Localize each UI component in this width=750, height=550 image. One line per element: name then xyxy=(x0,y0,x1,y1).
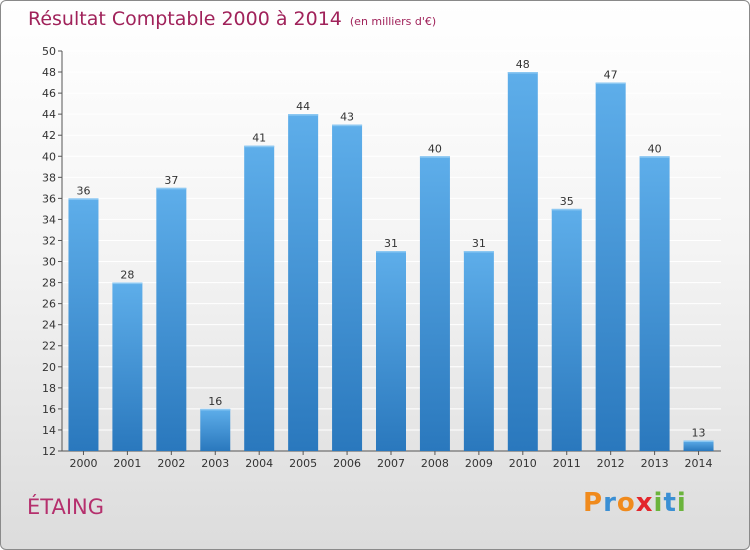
bar-2008 xyxy=(419,156,450,451)
proxiti-logo: Proxiti xyxy=(583,488,687,518)
y-tick-label: 24 xyxy=(42,319,56,332)
bar-highlight xyxy=(332,124,363,127)
bar-highlight xyxy=(683,440,714,442)
x-tick-label: 2012 xyxy=(597,457,625,470)
bar-value-label: 16 xyxy=(208,395,222,408)
x-tick-label: 2000 xyxy=(69,457,97,470)
bar-highlight xyxy=(68,198,99,200)
x-tick-label: 2010 xyxy=(509,457,537,470)
y-tick-label: 46 xyxy=(42,87,56,100)
logo-letter: x xyxy=(635,488,654,518)
bar-highlight xyxy=(419,156,450,158)
bar-value-label: 28 xyxy=(120,269,134,282)
y-tick-label: 26 xyxy=(42,298,56,311)
bar-2005 xyxy=(288,114,319,451)
x-tick-label: 2008 xyxy=(421,457,449,470)
bar-2002 xyxy=(156,187,187,451)
bar-value-label: 48 xyxy=(516,58,530,71)
bar-2004 xyxy=(244,145,275,451)
y-tick-label: 34 xyxy=(42,213,56,226)
bar-2006 xyxy=(332,124,363,452)
bar-highlight xyxy=(156,187,187,190)
city-name: ÉTAING xyxy=(27,495,105,519)
bar-2010 xyxy=(507,72,538,451)
bar-2012 xyxy=(595,82,626,451)
y-tick-label: 12 xyxy=(42,445,56,458)
x-tick-label: 2006 xyxy=(333,457,361,470)
bar-highlight xyxy=(244,145,275,148)
x-tick-label: 2011 xyxy=(553,457,581,470)
bar-highlight xyxy=(112,282,143,285)
y-tick-label: 30 xyxy=(42,256,56,269)
bar-2009 xyxy=(463,251,494,451)
bar-value-label: 40 xyxy=(648,142,662,155)
bar-2014 xyxy=(683,440,714,451)
y-tick-label: 36 xyxy=(42,192,56,205)
x-tick-label: 2013 xyxy=(641,457,669,470)
bar-highlight xyxy=(507,72,538,74)
x-tick-label: 2002 xyxy=(157,457,185,470)
logo-letter: t xyxy=(663,488,677,518)
y-tick-label: 50 xyxy=(42,45,56,58)
logo-letter: i xyxy=(676,488,687,518)
bars xyxy=(68,72,714,452)
chart-unit: (en milliers d'€) xyxy=(349,15,437,28)
y-tick-label: 16 xyxy=(42,403,56,416)
bar-2001 xyxy=(112,282,143,451)
bar-highlight xyxy=(639,156,670,158)
logo-letter: r xyxy=(603,488,617,518)
bar-highlight xyxy=(288,114,319,116)
labels: 36 2000 28 2001 37 2002 16 2003 41 2004 44 2005 43 20… xyxy=(69,58,712,470)
y-tick-label: 20 xyxy=(42,361,56,374)
bar-2007 xyxy=(376,251,406,451)
bar-value-label: 31 xyxy=(384,237,398,250)
x-tick-label: 2004 xyxy=(245,457,273,470)
bar-2000 xyxy=(68,198,99,451)
x-tick-label: 2014 xyxy=(685,457,713,470)
bar-value-label: 43 xyxy=(340,111,354,124)
x-tick-label: 2005 xyxy=(289,457,317,470)
logo-letter: i xyxy=(653,488,664,518)
bar-value-label: 35 xyxy=(560,195,574,208)
x-tick-label: 2001 xyxy=(113,457,141,470)
y-tick-label: 42 xyxy=(42,129,56,142)
logo-letter: o xyxy=(616,488,636,518)
chart-title: Résultat Comptable 2000 à 2014 xyxy=(28,8,342,30)
y-tick-label: 38 xyxy=(42,171,56,184)
bar-2011 xyxy=(551,208,582,451)
bar-2013 xyxy=(639,156,670,451)
bar-value-label: 13 xyxy=(692,426,706,439)
bar-highlight xyxy=(376,251,406,253)
chart-title-block: Résultat Comptable 2000 à 2014 (en millie… xyxy=(28,8,436,30)
y-tick-label: 18 xyxy=(42,382,56,395)
bar-value-label: 41 xyxy=(252,132,266,145)
bar-value-label: 31 xyxy=(472,237,486,250)
bar-highlight xyxy=(551,208,582,211)
bar-value-label: 44 xyxy=(296,100,310,113)
bar-value-label: 36 xyxy=(76,184,90,197)
bar-2003 xyxy=(200,408,231,451)
bar-highlight xyxy=(595,82,626,85)
bar-highlight xyxy=(463,251,494,253)
bar-value-label: 40 xyxy=(428,142,442,155)
bar-value-label: 37 xyxy=(164,174,178,187)
y-tick-label: 14 xyxy=(42,424,56,437)
y-tick-label: 28 xyxy=(42,277,56,290)
y-tick-label: 48 xyxy=(42,66,56,79)
y-tick-label: 32 xyxy=(42,234,56,247)
x-tick-label: 2009 xyxy=(465,457,493,470)
logo-letter: P xyxy=(583,488,604,518)
y-tick-label: 22 xyxy=(42,340,56,353)
y-tick-label: 40 xyxy=(42,150,56,163)
x-tick-label: 2003 xyxy=(201,457,229,470)
y-tick-label: 44 xyxy=(42,108,56,121)
bar-highlight xyxy=(200,408,231,411)
bar-value-label: 47 xyxy=(604,69,618,82)
x-tick-label: 2007 xyxy=(377,457,405,470)
